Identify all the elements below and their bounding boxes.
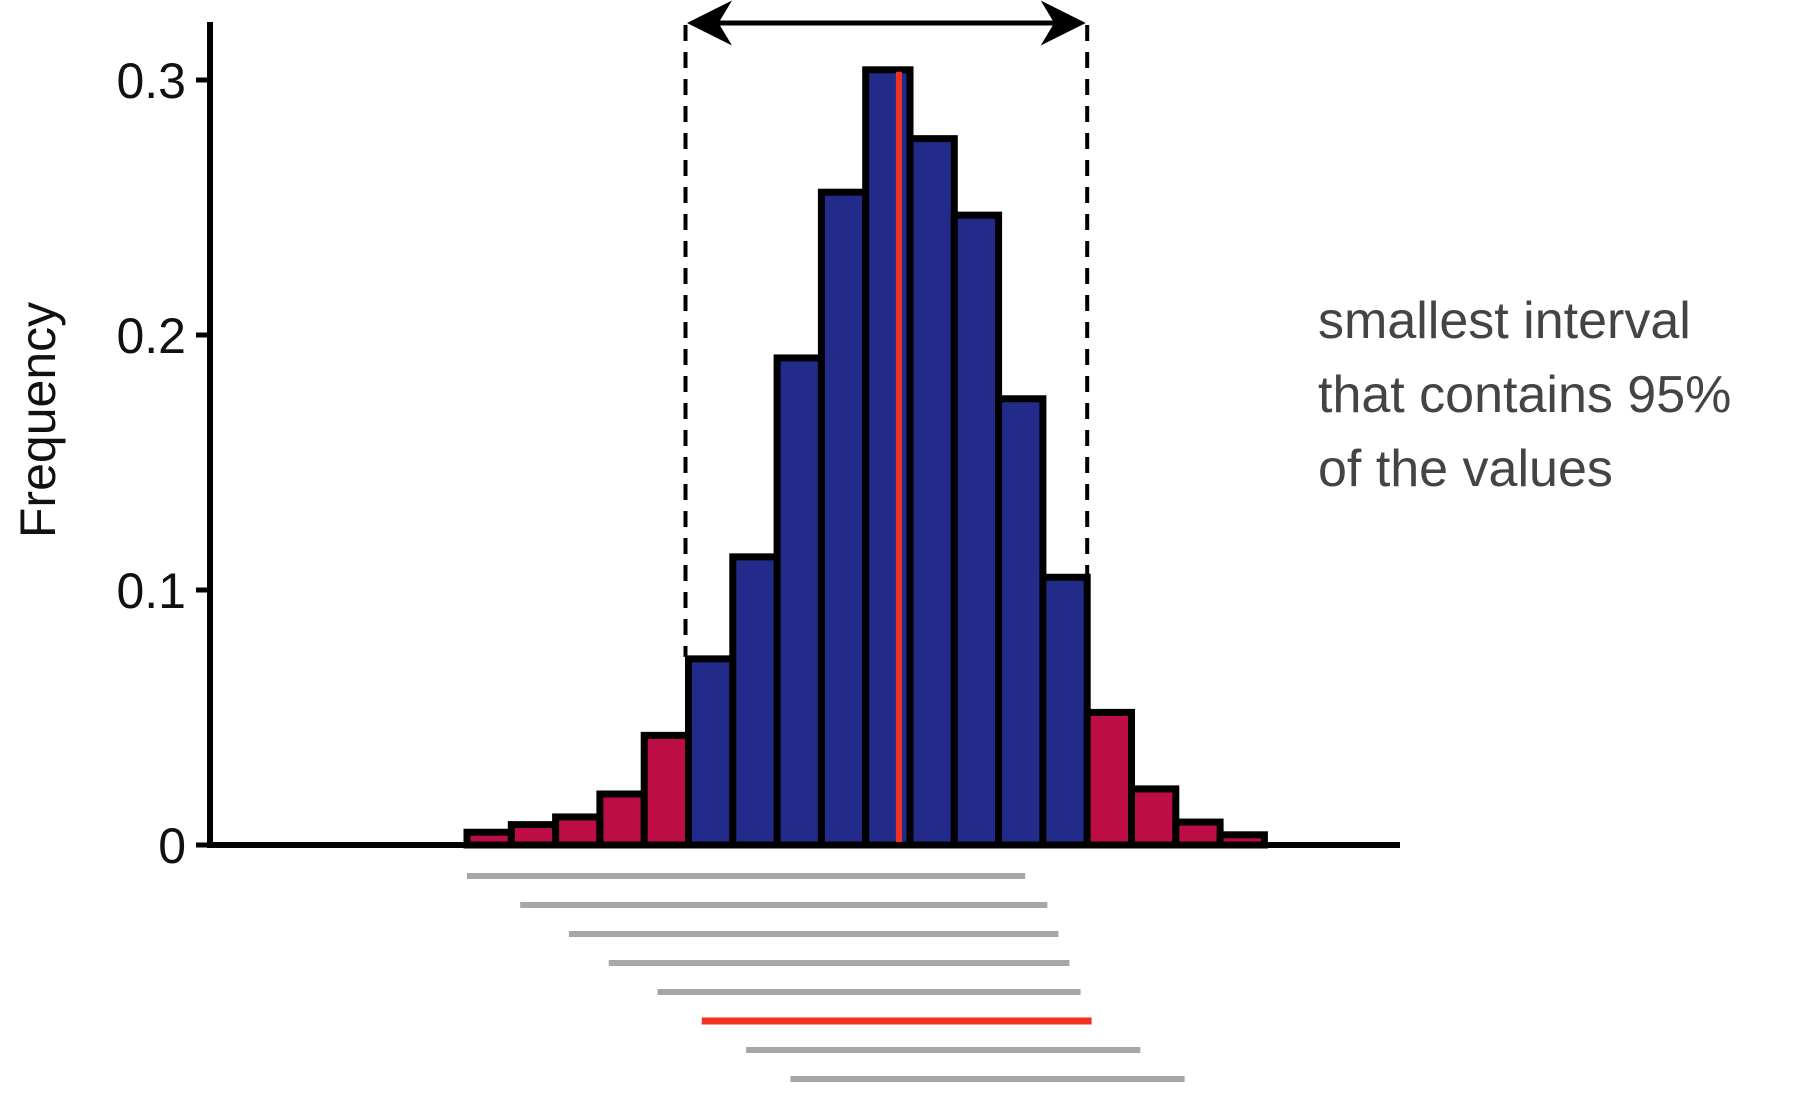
histogram-bar xyxy=(995,395,1047,849)
histogram-bar xyxy=(596,790,648,849)
histogram-bar xyxy=(773,354,825,849)
histogram-bar xyxy=(685,655,737,849)
histogram-bar xyxy=(1172,818,1224,849)
histogram-bar xyxy=(906,135,958,849)
histogram-bar xyxy=(640,731,693,849)
histogram-bar xyxy=(950,211,1003,849)
histogram-bar xyxy=(1083,708,1135,849)
y-axis-label: Frequency xyxy=(10,302,66,538)
histogram-bar xyxy=(817,188,870,849)
histogram-bar xyxy=(1039,573,1091,849)
annotation-line-3: of the values xyxy=(1318,440,1613,498)
histogram-bar xyxy=(729,553,781,849)
y-tick-label: 0 xyxy=(158,818,186,874)
histogram-bar xyxy=(507,821,560,849)
candidate-intervals xyxy=(467,873,1185,1082)
annotation-line-1: smallest interval xyxy=(1318,292,1691,350)
y-tick-label: 0.2 xyxy=(116,308,186,364)
histogram-bar xyxy=(1128,785,1180,849)
histogram-bar xyxy=(552,813,604,849)
histogram-bar xyxy=(862,66,914,849)
y-tick-label: 0.1 xyxy=(116,563,186,619)
y-tick-labels: 0 0.1 0.2 0.3 xyxy=(116,53,210,874)
histogram-bars xyxy=(463,66,1268,849)
y-tick-label: 0.3 xyxy=(116,53,186,109)
annotation-line-2: that contains 95% xyxy=(1318,366,1731,424)
